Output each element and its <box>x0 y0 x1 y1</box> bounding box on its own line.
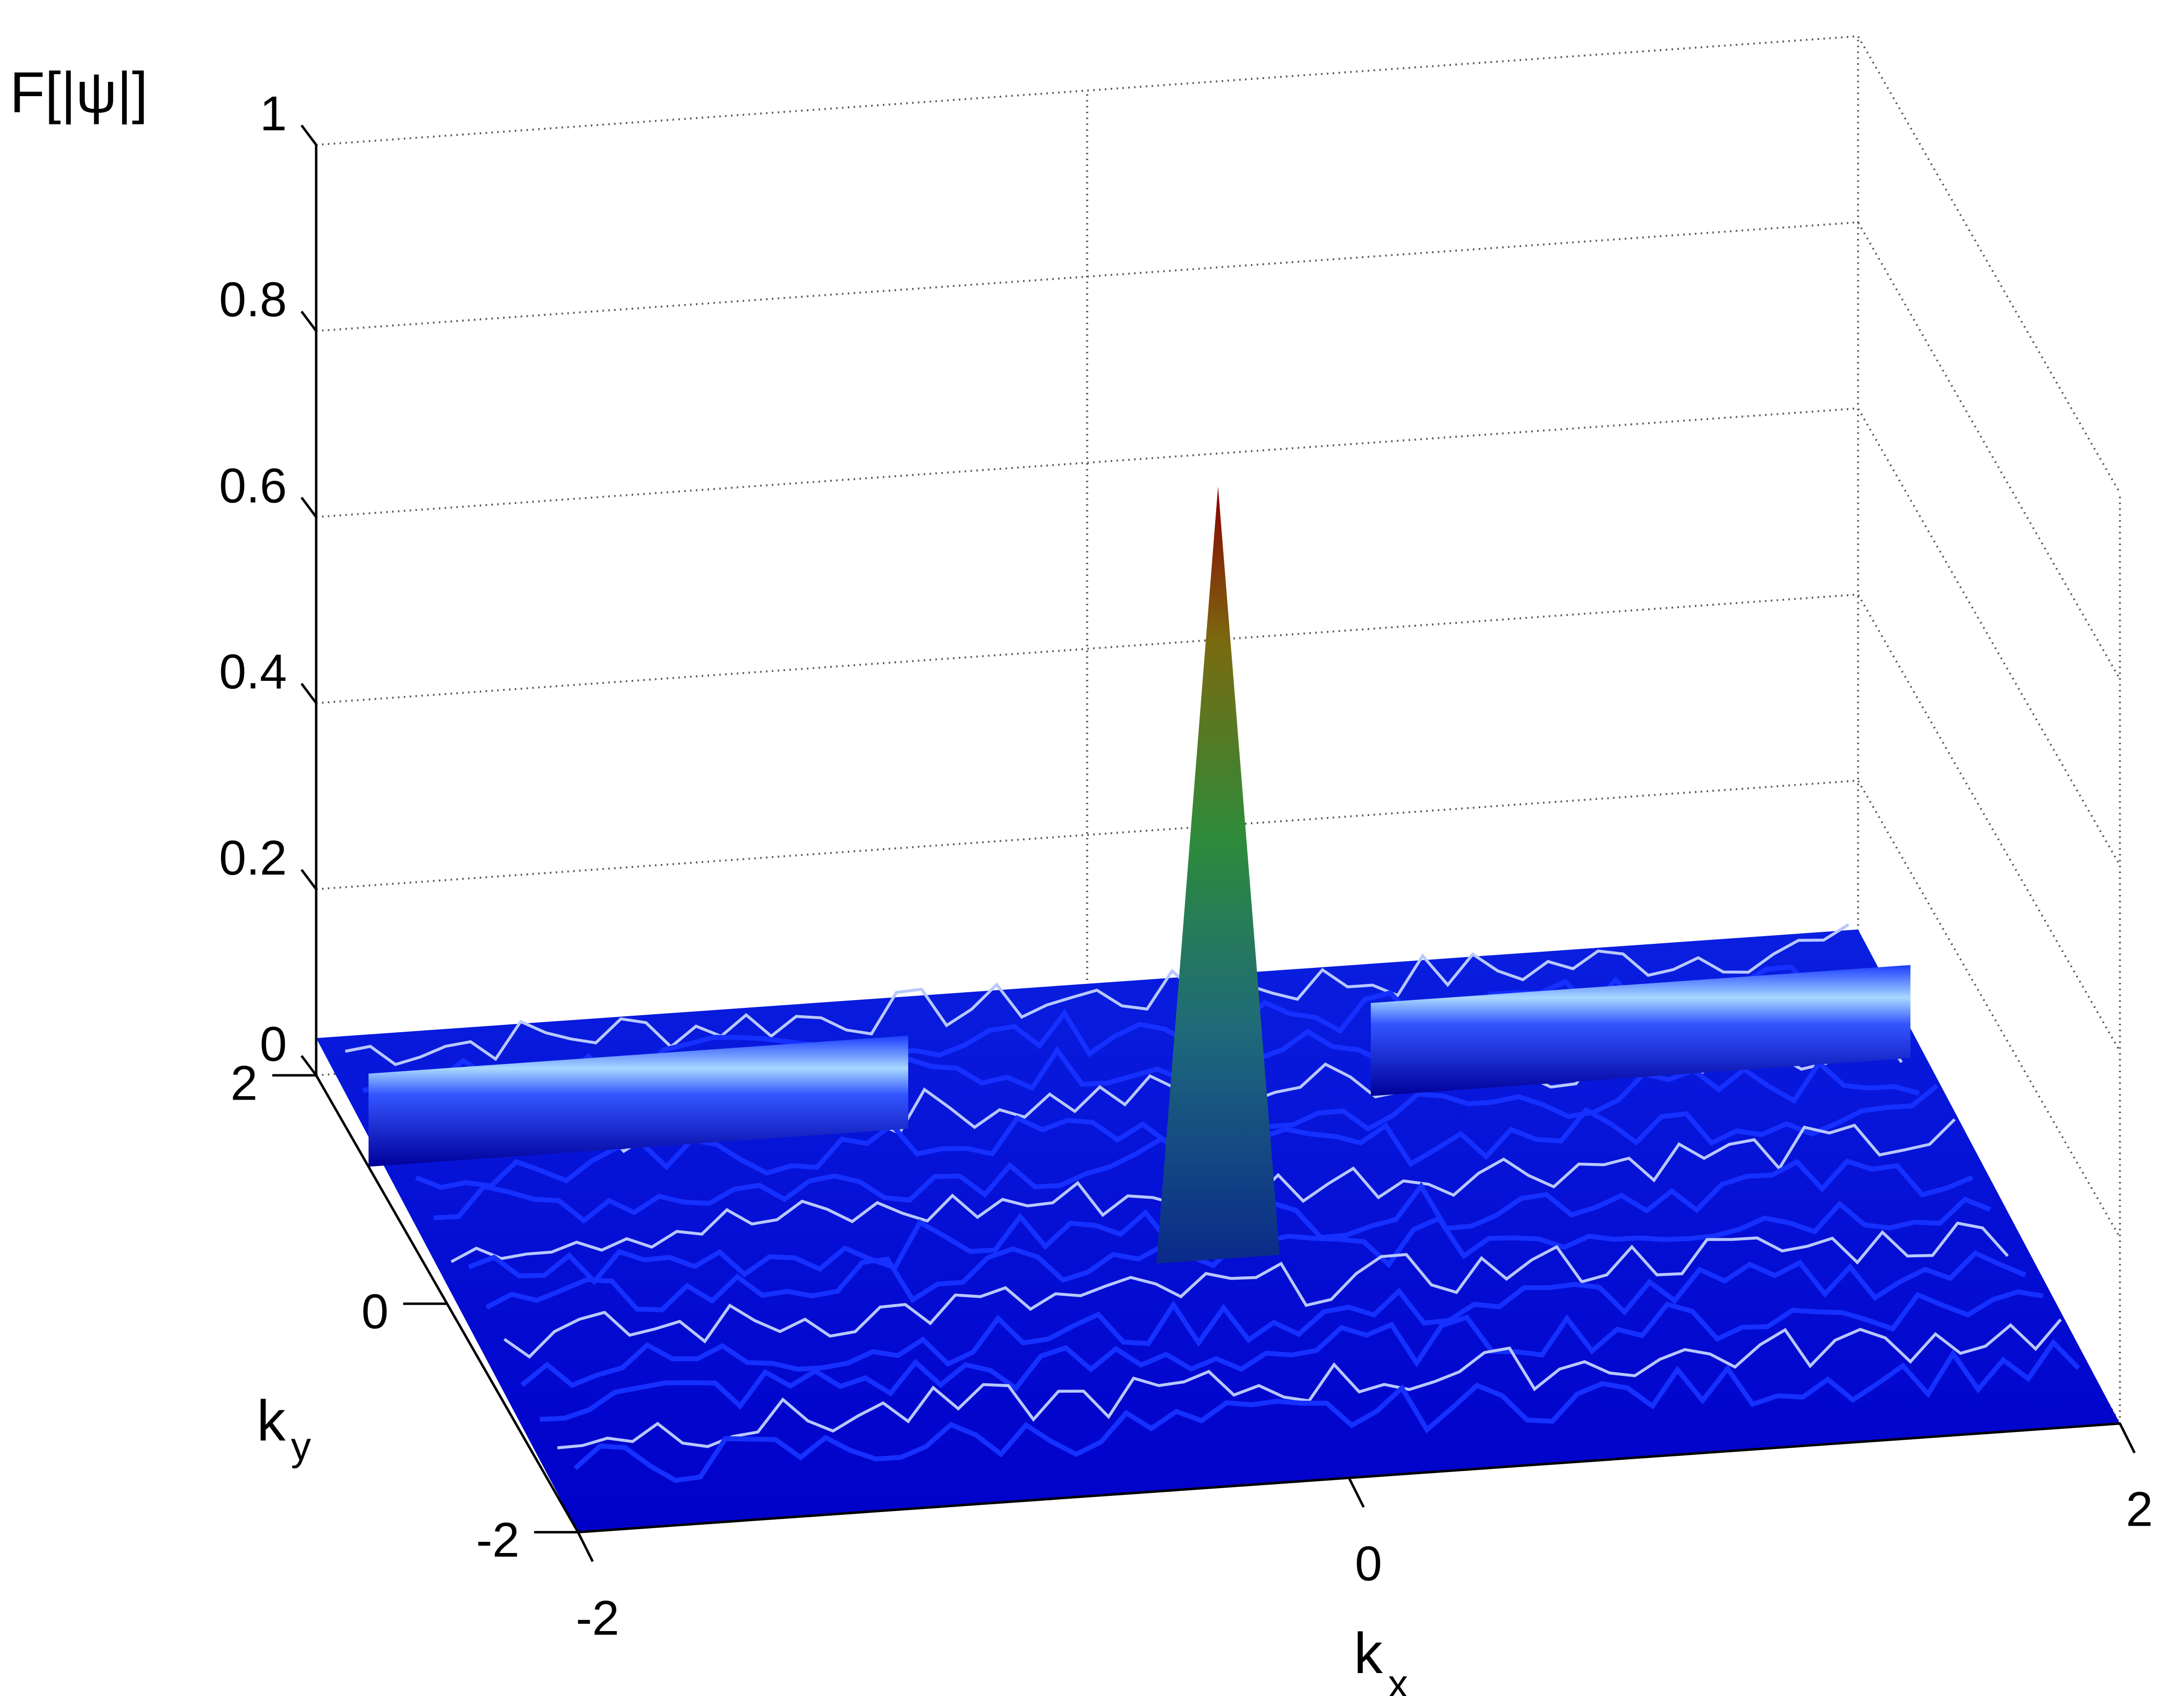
z-tick-mark-4 <box>300 310 317 332</box>
surface-ripple-10 <box>520 1250 2026 1389</box>
z-tick-label-4: 0.8 <box>219 272 287 327</box>
kx-tick-mark-0 <box>577 1532 594 1562</box>
surface-ripple-0 <box>345 923 1850 1066</box>
surface-ridge-0 <box>368 1035 908 1167</box>
kx-tick-label-2: 2 <box>2126 1482 2153 1537</box>
z-tick-label-3: 0.6 <box>219 458 287 513</box>
kx-tick-mark-1 <box>1347 1477 1365 1508</box>
surface-ripple-9 <box>503 1221 2009 1359</box>
ky-axis-label: k <box>257 1389 286 1453</box>
z-tick-mark-3 <box>300 496 317 518</box>
ky-tick-label-2: 2 <box>230 1056 258 1110</box>
ky-axis-label-sub: y <box>291 1424 311 1469</box>
surface-ripple-11 <box>539 1289 2044 1422</box>
z-axis-label: F[|ψ|] <box>10 61 148 125</box>
kx-axis-label-sub: x <box>1388 1662 1408 1696</box>
z-tick-mark-5 <box>300 124 317 146</box>
z-tick-label-0: 0 <box>260 1017 287 1071</box>
surface-ripple-13 <box>573 1338 2081 1483</box>
grid-line-z-5 <box>316 35 2121 494</box>
z-tick-mark-2 <box>300 683 317 704</box>
ky-tick-label-1: 0 <box>361 1284 388 1339</box>
surface-mesh <box>316 486 2120 1533</box>
surface-ridge-1 <box>1370 965 1911 1096</box>
kx-axis-label: k <box>1354 1621 1383 1686</box>
z-tick-mark-1 <box>300 869 317 890</box>
kx-tick-label-1: 0 <box>1355 1536 1382 1591</box>
axis-lines <box>272 124 2136 1562</box>
kx-tick-mark-2 <box>2119 1423 2136 1453</box>
z-tick-label-5: 1 <box>260 86 287 141</box>
kx-tick-label-0: -2 <box>576 1591 619 1645</box>
ky-tick-label-0: -2 <box>476 1512 519 1567</box>
z-tick-label-2: 0.4 <box>219 645 287 699</box>
z-tick-label-1: 0.2 <box>219 831 287 885</box>
surface-peak <box>1156 486 1280 1264</box>
z-tick-mark-0 <box>300 1055 317 1076</box>
